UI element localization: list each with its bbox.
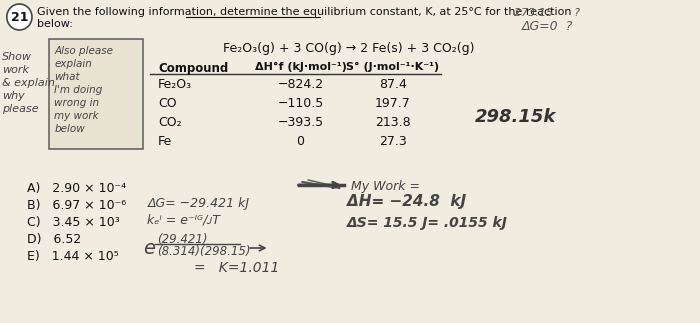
Text: Show: Show — [2, 52, 32, 62]
Text: what: what — [55, 72, 80, 82]
Text: below:: below: — [37, 19, 73, 29]
Text: Compound: Compound — [158, 62, 228, 75]
FancyBboxPatch shape — [50, 39, 144, 149]
Text: 197.7: 197.7 — [374, 97, 410, 110]
Text: I'm doing: I'm doing — [55, 85, 103, 95]
Text: ΔH°f (kJ·mol⁻¹): ΔH°f (kJ·mol⁻¹) — [255, 62, 346, 72]
Text: −393.5: −393.5 — [277, 116, 323, 129]
Text: 298.15k: 298.15k — [475, 108, 556, 126]
Text: Fe₂O₃(g) + 3 CO(g) → 2 Fe(s) + 3 CO₂(g): Fe₂O₃(g) + 3 CO(g) → 2 Fe(s) + 3 CO₂(g) — [223, 42, 475, 55]
Text: (29.421): (29.421) — [157, 233, 207, 246]
Text: ΔS= 15.5 J= .0155 kJ: ΔS= 15.5 J= .0155 kJ — [347, 216, 508, 230]
Text: why: why — [2, 91, 25, 101]
Text: Also please: Also please — [55, 46, 113, 56]
Text: Given the following information, determine the equilibrium constant, K, at 25°C : Given the following information, determi… — [37, 7, 571, 17]
Text: 87.4: 87.4 — [379, 78, 407, 91]
Text: 27.3: 27.3 — [379, 135, 407, 148]
Text: =   K=1.011: = K=1.011 — [194, 261, 279, 275]
Text: −110.5: −110.5 — [277, 97, 323, 110]
Text: CO: CO — [158, 97, 176, 110]
Text: below: below — [55, 124, 85, 134]
Text: Fe₂O₃: Fe₂O₃ — [158, 78, 192, 91]
Text: My Work =: My Work = — [351, 180, 420, 193]
Text: explain: explain — [55, 59, 92, 69]
Text: A)   2.90 × 10⁻⁴: A) 2.90 × 10⁻⁴ — [27, 182, 126, 195]
Text: work: work — [2, 65, 29, 75]
Text: D)   6.52: D) 6.52 — [27, 233, 81, 246]
Text: CO₂: CO₂ — [158, 116, 181, 129]
Circle shape — [7, 4, 32, 30]
Text: kₑⁱ = e⁻ᴵᴳ/ᴊT: kₑⁱ = e⁻ᴵᴳ/ᴊT — [147, 213, 220, 226]
Text: 21: 21 — [10, 11, 28, 24]
Text: my work: my work — [55, 111, 99, 121]
Text: please: please — [2, 104, 38, 114]
Text: (8.314)(298.15): (8.314)(298.15) — [157, 245, 251, 258]
Text: −824.2: −824.2 — [277, 78, 323, 91]
Text: 213.8: 213.8 — [374, 116, 410, 129]
Text: & explain: & explain — [2, 78, 55, 88]
Text: B)   6.97 × 10⁻⁶: B) 6.97 × 10⁻⁶ — [27, 199, 126, 212]
Text: wrong in: wrong in — [55, 98, 99, 108]
Text: E)   1.44 × 10⁵: E) 1.44 × 10⁵ — [27, 250, 119, 263]
Text: 0: 0 — [297, 135, 304, 148]
Text: C)   3.45 × 10³: C) 3.45 × 10³ — [27, 216, 120, 229]
Text: ΔG= −29.421 kJ: ΔG= −29.421 kJ — [147, 197, 249, 210]
Text: Fe: Fe — [158, 135, 172, 148]
Text: e: e — [144, 239, 155, 258]
Text: ΔG=0  ?: ΔG=0 ? — [522, 20, 573, 33]
Text: 273.15      ?: 273.15 ? — [514, 8, 580, 18]
Text: S° (J·mol⁻¹·K⁻¹): S° (J·mol⁻¹·K⁻¹) — [346, 62, 439, 72]
Text: ΔH= −24.8  kJ: ΔH= −24.8 kJ — [347, 194, 466, 209]
